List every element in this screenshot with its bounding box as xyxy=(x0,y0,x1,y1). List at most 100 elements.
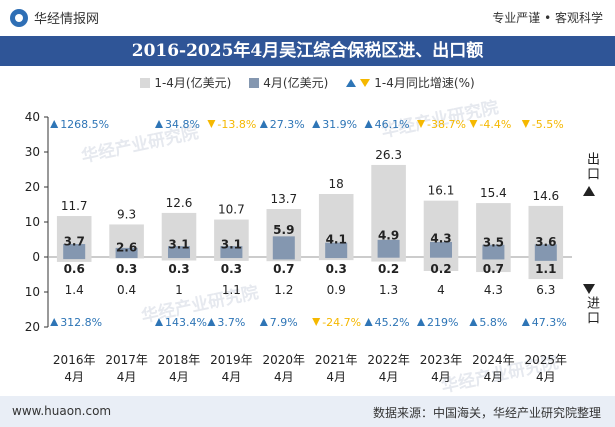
growth-import-label: 45.2% xyxy=(375,316,410,329)
bar-import-month xyxy=(220,257,243,259)
growth-export-label: 1268.5% xyxy=(60,118,109,131)
bar-import-cumulative xyxy=(423,257,459,271)
growth-export-label: -38.7% xyxy=(427,118,466,131)
bar-export-month xyxy=(272,236,295,257)
data-label-export-month: 3.1 xyxy=(168,238,189,252)
growth-import-up-icon xyxy=(469,318,478,326)
growth-import-label: 47.3% xyxy=(532,316,567,329)
bar-export-month xyxy=(115,247,138,257)
x-tick-label-year: 2018年 xyxy=(158,353,201,367)
triangle-up-icon xyxy=(346,78,357,87)
data-label-export-month: 4.3 xyxy=(430,231,451,245)
side-label-export: 出口 xyxy=(584,152,599,182)
data-label-import-month: 0.3 xyxy=(221,262,242,276)
growth-import-label: 5.8% xyxy=(479,316,507,329)
data-label-import-cumulative: 6.3 xyxy=(536,283,555,297)
x-tick-label-month: 4月 xyxy=(484,370,504,384)
growth-import-label: -24.7% xyxy=(322,316,361,329)
data-label-export-month: 3.6 xyxy=(535,235,556,249)
x-tick-label-year: 2021年 xyxy=(315,353,358,367)
growth-import-label: 3.7% xyxy=(217,316,245,329)
bar-import-cumulative xyxy=(371,257,406,262)
legend-item-month: 4月(亿美元) xyxy=(249,74,328,91)
y-tick-label: 20 xyxy=(25,180,40,194)
legend-swatch-month xyxy=(249,77,260,88)
bar-export-month xyxy=(377,239,400,257)
growth-import-up-icon xyxy=(259,318,268,326)
bar-export-month xyxy=(63,244,86,257)
data-label-import-cumulative: 0.9 xyxy=(327,283,346,297)
legend-label-cumulative: 1-4月(亿美元) xyxy=(154,76,232,90)
growth-import-label: 312.8% xyxy=(60,316,102,329)
footer-url: www.huaon.com xyxy=(12,404,112,418)
data-label-export-month: 2.6 xyxy=(116,240,137,254)
growth-export-label: 31.9% xyxy=(322,118,357,131)
legend-item-cumulative: 1-4月(亿美元) xyxy=(140,74,231,91)
growth-import-down-icon xyxy=(312,318,321,326)
growth-export-up-icon xyxy=(312,120,321,128)
bar-export-month xyxy=(482,244,505,257)
bar-export-month xyxy=(429,241,453,257)
legend-label-growth: 1-4月同比增速(%) xyxy=(374,76,475,90)
growth-export-label: 46.1% xyxy=(375,118,410,131)
bar-import-cumulative xyxy=(318,257,354,261)
bar-export-month xyxy=(220,246,243,257)
legend-label-month: 4月(亿美元) xyxy=(263,76,329,90)
y-tick-label: 10 xyxy=(25,285,40,299)
growth-export-down-icon xyxy=(521,120,530,128)
data-label-import-cumulative: 1.3 xyxy=(379,283,398,297)
x-tick-label-month: 4月 xyxy=(117,370,137,384)
side-label-import: 进口 xyxy=(584,296,599,326)
bar-import-month xyxy=(377,257,400,258)
growth-export-down-icon xyxy=(207,120,216,128)
growth-export-up-icon xyxy=(364,120,373,128)
bar-export-month xyxy=(167,246,191,257)
triangle-down-icon xyxy=(360,78,371,87)
bar-import-month xyxy=(63,257,86,260)
x-tick-label-year: 2017年 xyxy=(105,353,148,367)
data-label-import-cumulative: 1.1 xyxy=(222,283,241,297)
bar-import-cumulative xyxy=(56,257,92,262)
legend: 1-4月(亿美元) 4月(亿美元) 1-4月同比增速(%) xyxy=(0,74,615,91)
data-label-import-month: 0.7 xyxy=(273,262,294,276)
legend-swatch-cumulative xyxy=(140,77,151,88)
y-tick-label: 10 xyxy=(25,215,40,229)
data-label-export-month: 4.1 xyxy=(326,232,347,246)
x-tick-label-year: 2020年 xyxy=(263,353,306,367)
x-tick-label-month: 4月 xyxy=(326,370,346,384)
bar-import-cumulative xyxy=(476,257,511,273)
data-label-export-cumulative: 9.3 xyxy=(117,207,136,221)
data-label-import-cumulative: 4 xyxy=(437,283,445,297)
data-label-export-cumulative: 15.4 xyxy=(480,186,507,200)
x-tick-label-year: 2016年 xyxy=(53,353,96,367)
growth-export-label: 34.8% xyxy=(165,118,200,131)
bar-import-month xyxy=(325,257,348,259)
data-label-import-month: 0.7 xyxy=(483,262,504,276)
growth-import-up-icon xyxy=(521,318,530,326)
data-label-import-month: 0.3 xyxy=(116,262,137,276)
growth-import-label: 219% xyxy=(427,316,458,329)
data-label-export-month: 3.7 xyxy=(64,235,85,249)
x-tick-label-year: 2023年 xyxy=(420,353,463,367)
x-tick-label-month: 4月 xyxy=(536,370,556,384)
bar-import-month xyxy=(167,257,191,259)
data-label-export-cumulative: 11.7 xyxy=(61,199,88,213)
growth-import-up-icon xyxy=(364,318,373,326)
growth-export-label: -4.4% xyxy=(479,118,511,131)
x-tick-label-year: 2025年 xyxy=(525,353,568,367)
growth-import-up-icon xyxy=(155,318,163,326)
data-label-import-month: 0.3 xyxy=(168,262,189,276)
brand: 华经情报网 xyxy=(10,8,99,27)
slogan: 专业严谨 • 客观科学 xyxy=(492,11,603,25)
footer: www.huaon.com 数据来源：中国海关，华经产业研究院整理 xyxy=(0,396,615,427)
bar-import-cumulative xyxy=(528,257,564,280)
y-tick-label: 30 xyxy=(25,145,40,159)
growth-import-up-icon xyxy=(417,318,425,326)
data-label-export-cumulative: 12.6 xyxy=(166,196,193,210)
data-label-import-month: 0.2 xyxy=(430,262,451,276)
data-label-export-month: 5.9 xyxy=(273,223,294,237)
data-label-export-month: 4.9 xyxy=(378,228,399,242)
data-label-import-month: 0.6 xyxy=(64,262,85,276)
x-tick-label-month: 4月 xyxy=(64,370,84,384)
bar-export-month xyxy=(534,244,557,257)
